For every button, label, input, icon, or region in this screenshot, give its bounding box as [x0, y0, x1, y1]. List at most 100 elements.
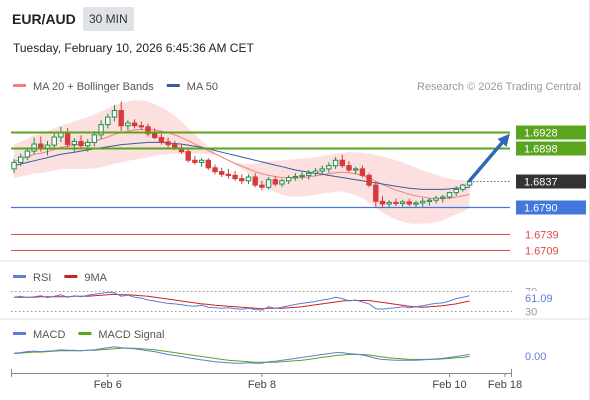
price-levels: 1.6928 1.6898 1.6837 1.6790 1.6739 1.6709: [11, 125, 586, 258]
rsi-legend-swatch-1: [64, 275, 78, 278]
candle-body-60: [413, 202, 419, 205]
candle-body-49: [339, 159, 346, 167]
ma50-line: [13, 141, 470, 190]
candle-body-38: [265, 179, 272, 188]
resistance-tag-1: [516, 141, 586, 156]
time-tick-label-0: Feb 6: [94, 379, 122, 391]
legend-swatch-1: [166, 84, 180, 87]
candle-body-65: [446, 192, 453, 198]
support-value-5: 1.6709: [525, 246, 559, 258]
resistance-tag-0: [516, 125, 586, 140]
candle-body-51: [353, 168, 359, 171]
candle-body-9: [71, 140, 77, 146]
time-axis: Feb 6 Feb 8 Feb 10 Feb 18: [11, 369, 522, 391]
price-legend: MA 20 + Bollinger Bands MA 50 Research © 2…: [13, 81, 581, 93]
candle-body-1: [18, 156, 24, 163]
copyright-label: Research © 2026 Trading Central: [417, 81, 581, 93]
candle-body-13: [98, 124, 104, 136]
candle-body-8: [64, 131, 71, 146]
rsi-ref-label-1: 30: [525, 307, 537, 319]
candle-body-23: [165, 141, 171, 146]
last-price-value: 1.6837: [524, 177, 558, 189]
rsi-ma-line: [14, 293, 470, 310]
legend-swatch-0: [13, 84, 26, 87]
candle-body-37: [259, 184, 265, 188]
candle-body-36: [252, 176, 258, 186]
candle-body-28: [198, 159, 205, 163]
candle-body-50: [346, 165, 352, 171]
candle-body-54: [373, 184, 379, 202]
rsi-value-label: 61.09: [525, 293, 553, 305]
candle-body-2: [24, 150, 31, 158]
candle-body-31: [219, 171, 225, 175]
candle-body-66: [453, 188, 459, 194]
candle-body-62: [426, 199, 433, 202]
candle-body-40: [279, 180, 285, 185]
candle-body-35: [245, 176, 252, 182]
legend-label-1: MA 50: [187, 81, 218, 93]
candle-body-63: [433, 197, 439, 201]
candle-body-52: [359, 168, 366, 176]
time-tick-label-2: Feb 10: [432, 379, 466, 391]
candle-body-6: [51, 136, 57, 146]
candle-body-59: [406, 201, 413, 205]
candle-body-29: [205, 159, 212, 169]
macd-line: [13, 346, 470, 364]
candle-body-67: [460, 184, 466, 190]
candle-body-11: [85, 141, 91, 147]
macd-legend-label-0: MACD: [33, 329, 65, 341]
timeframe-badge[interactable]: 30 MIN: [83, 7, 134, 31]
candle-body-27: [192, 159, 198, 163]
candle-body-18: [131, 122, 138, 127]
candle-body-53: [366, 174, 372, 186]
candle-body-39: [272, 179, 279, 185]
candle-body-20: [145, 126, 151, 135]
candle-body-14: [105, 116, 111, 126]
forecast-arrow-head: [497, 133, 510, 147]
macd-value-label: 0.00: [525, 351, 546, 363]
candle-body-55: [379, 200, 386, 205]
candle-body-61: [420, 200, 426, 204]
candle-body-64: [440, 196, 446, 199]
candle-body-56: [386, 201, 392, 205]
legend-label-0: MA 20 + Bollinger Bands: [33, 81, 154, 93]
bollinger-band: [14, 100, 470, 224]
chart-header: EUR/AUD 30 MIN Tuesday, February 10, 202…: [0, 0, 590, 64]
rsi-legend-swatch-0: [13, 275, 26, 278]
candle-body-24: [172, 144, 178, 149]
pivot-value: 1.6790: [524, 203, 558, 215]
candle-body-41: [286, 177, 292, 182]
last-price-tag: [516, 174, 586, 189]
macd-panel: MACD MACD Signal 0.00: [13, 329, 546, 364]
rsi-panel: RSI9MA703061.09: [11, 272, 556, 319]
rsi-line: [13, 291, 470, 311]
bollinger-band-area: [14, 100, 470, 224]
macd-legend-swatch-0: [13, 332, 26, 335]
candle-body-57: [393, 201, 399, 205]
time-tick-label-3: Feb 18: [488, 379, 522, 391]
candle-body-34: [239, 178, 245, 182]
candle-body-19: [138, 125, 145, 128]
time-tick-label-1: Feb 8: [248, 379, 276, 391]
pivot-tag: [516, 200, 586, 215]
candle-body-12: [91, 134, 98, 143]
candle-body-43: [299, 174, 305, 178]
rsi-legend-label-0: RSI: [33, 272, 51, 284]
candle-body-42: [292, 175, 299, 179]
candle-body-10: [78, 140, 84, 147]
candle-body-48: [332, 159, 339, 167]
timestamp-label: Tuesday, February 10, 2026 6:45:36 AM CE…: [13, 41, 254, 55]
candle-body-16: [118, 110, 124, 127]
candle-body-32: [225, 173, 232, 177]
candle-body-15: [111, 110, 118, 118]
support-value-4: 1.6739: [525, 230, 559, 242]
rsi-value-bg: [522, 291, 556, 304]
candle-body-22: [158, 137, 165, 143]
candle-body-58: [399, 201, 406, 204]
candle-body-45: [312, 170, 319, 174]
resistance-value-1: 1.6898: [524, 144, 558, 156]
candle-body-47: [326, 165, 332, 170]
symbol-label: EUR/AUD: [12, 11, 76, 27]
